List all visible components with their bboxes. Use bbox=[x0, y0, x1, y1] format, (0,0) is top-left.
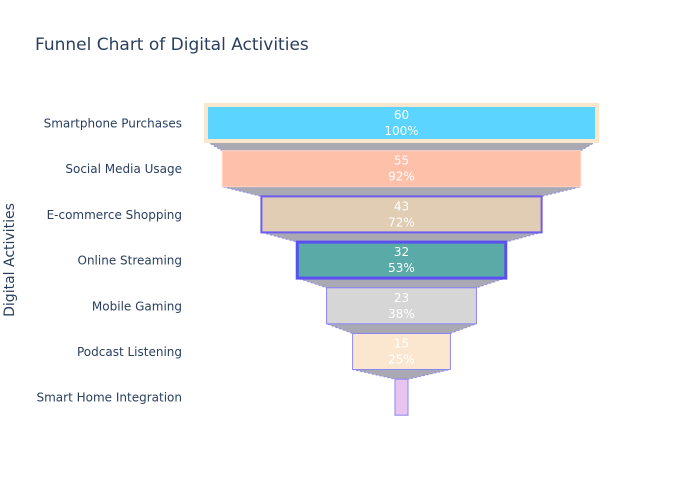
funnel-connector bbox=[352, 369, 451, 380]
value-label: 23 bbox=[394, 291, 409, 305]
funnel-connector bbox=[297, 277, 506, 289]
funnel-connector bbox=[222, 186, 581, 197]
funnel-connector bbox=[326, 323, 477, 334]
funnel-bar bbox=[221, 150, 582, 188]
category-labels: Smartphone Purchases Social Media Usage E-… bbox=[37, 117, 183, 405]
funnel-bars bbox=[204, 103, 599, 416]
funnel-bar bbox=[295, 240, 508, 280]
value-label: 43 bbox=[394, 199, 409, 213]
percent-label: 38% bbox=[388, 307, 415, 321]
value-label: 15 bbox=[394, 337, 409, 351]
funnel-bar bbox=[204, 103, 599, 143]
category-label: Smartphone Purchases bbox=[44, 117, 182, 131]
value-label: 55 bbox=[394, 154, 409, 168]
category-label: Mobile Gaming bbox=[92, 299, 182, 313]
category-label: Smart Home Integration bbox=[37, 391, 183, 405]
category-label: Social Media Usage bbox=[65, 162, 182, 176]
funnel-connectors bbox=[204, 140, 599, 380]
percent-label: 72% bbox=[388, 215, 415, 229]
chart-title: Funnel Chart of Digital Activities bbox=[35, 35, 309, 55]
y-axis-label: Digital Activities bbox=[2, 203, 18, 317]
percent-label: 53% bbox=[388, 261, 415, 275]
percent-label: 100% bbox=[384, 124, 418, 138]
percent-label: 25% bbox=[388, 353, 415, 367]
funnel-bar bbox=[326, 287, 477, 325]
category-label: Podcast Listening bbox=[77, 345, 182, 359]
funnel-bar bbox=[260, 195, 543, 234]
category-label: E-commerce Shopping bbox=[47, 208, 182, 222]
percent-label: 92% bbox=[388, 170, 415, 184]
bar-labels: 60 100% 55 92% 43 72% 32 53% 23 38% 15 25% bbox=[384, 108, 418, 367]
funnel-bar bbox=[394, 378, 409, 416]
value-label: 60 bbox=[394, 108, 409, 122]
funnel-bar bbox=[352, 333, 451, 370]
value-label: 32 bbox=[394, 245, 409, 259]
category-label: Online Streaming bbox=[78, 254, 183, 268]
